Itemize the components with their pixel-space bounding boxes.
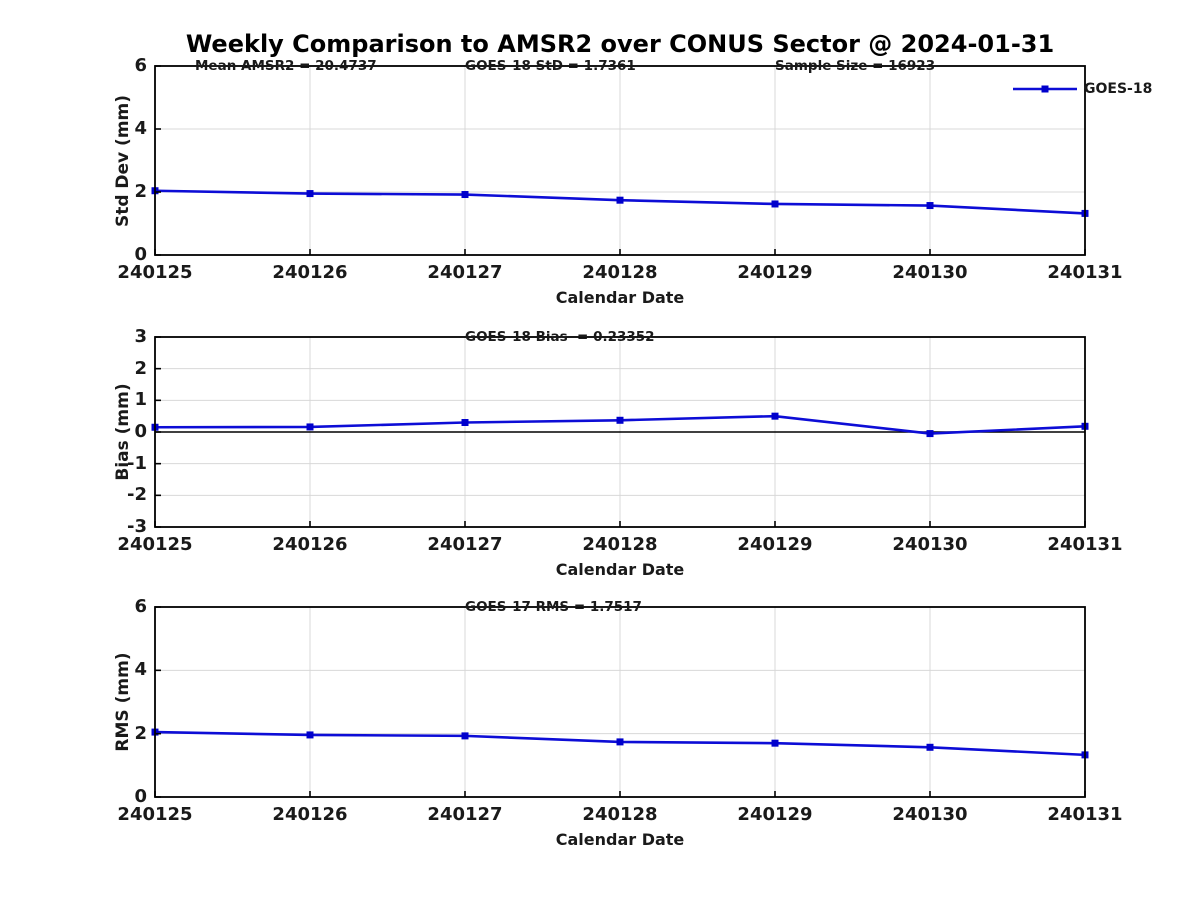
- x-tick-label: 240128: [582, 804, 658, 825]
- data-point-marker: [461, 732, 469, 740]
- subplot-stddev: 0 2 4 6 240125 240126 240127 240128 240129 240130…: [113, 55, 1152, 307]
- y-tick-label: 2: [134, 181, 147, 202]
- data-point-marker: [771, 412, 779, 420]
- data-point-marker: [771, 200, 779, 208]
- legend-label: GOES-18: [1084, 81, 1153, 97]
- x-tick-label: 240131: [1047, 534, 1123, 555]
- y-tick-label: 0: [134, 244, 147, 265]
- y-tick-label: -2: [127, 484, 147, 506]
- y-tick-label: 6: [134, 55, 147, 76]
- y-tick-label: 4: [134, 118, 147, 139]
- x-tick-label: 240127: [427, 262, 503, 283]
- data-point-marker: [926, 743, 934, 751]
- annotation: GOES-17 RMS = 1.7517: [465, 599, 642, 615]
- x-tick-label: 240125: [117, 262, 193, 283]
- y-tick-label: -3: [127, 516, 147, 537]
- y-tick-label: 3: [134, 326, 147, 347]
- legend-marker-icon: [1041, 85, 1049, 93]
- x-tick-label: 240130: [892, 804, 968, 825]
- x-tick-label: 240128: [582, 262, 658, 283]
- y-tick-label: -1: [127, 452, 147, 474]
- y-tick-label: 0: [134, 421, 147, 442]
- x-tick-label: 240126: [272, 262, 348, 283]
- x-tick-label: 240127: [427, 534, 503, 555]
- data-point-marker: [771, 739, 779, 747]
- plot-area: [151, 336, 1089, 528]
- x-axis-title: Calendar Date: [555, 830, 685, 849]
- x-tick-label: 240130: [892, 262, 968, 283]
- y-tick-label: 6: [134, 596, 147, 617]
- data-point-marker: [616, 738, 624, 746]
- annotation: GOES-18 StD = 1.7361: [465, 58, 636, 74]
- plot-area: [151, 606, 1089, 798]
- axis-box: [154, 336, 1086, 528]
- x-axis-title: Calendar Date: [555, 288, 685, 307]
- y-tick-label: 4: [134, 659, 147, 681]
- legend: GOES-18: [1013, 80, 1152, 98]
- axis-box: [154, 65, 1086, 256]
- y-axis-title: Bias (mm): [113, 383, 133, 481]
- subplot-rms: 0 2 4 6 240125 240126 240127 240128 240129 240130…: [113, 596, 1123, 849]
- x-tick-label: 240129: [737, 262, 813, 283]
- plot-area: [151, 65, 1089, 256]
- y-axis-title: Std Dev (mm): [113, 94, 133, 227]
- x-tick-label: 240126: [272, 804, 348, 825]
- data-point-marker: [306, 190, 314, 198]
- x-tick-label: 240126: [272, 534, 348, 555]
- x-tick-label: 240125: [117, 534, 193, 555]
- x-tick-label: 240128: [582, 534, 658, 555]
- y-axis-title: RMS (mm): [113, 652, 133, 752]
- y-tick-label: 0: [134, 786, 147, 807]
- y-tick-label: 1: [134, 389, 147, 411]
- annotation: Mean AMSR2 = 20.4737: [195, 58, 377, 74]
- data-point-marker: [926, 430, 934, 438]
- x-tick-label: 240125: [117, 804, 193, 825]
- data-point-marker: [461, 191, 469, 199]
- data-point-marker: [926, 202, 934, 210]
- data-point-marker: [616, 416, 624, 424]
- annotation: Sample Size = 16923: [775, 58, 936, 74]
- x-tick-label: 240127: [427, 804, 503, 825]
- axis-box: [154, 606, 1086, 798]
- subplot-bias: 3 2 1 0 -1 -2 -3 240125 240126 240127 240128 240129…: [113, 326, 1123, 579]
- x-tick-label: 240131: [1047, 262, 1123, 283]
- data-point-marker: [616, 196, 624, 204]
- figure-title: Weekly Comparison to AMSR2 over CONUS Se…: [185, 30, 1055, 58]
- y-tick-label: 2: [134, 357, 147, 379]
- x-tick-label: 240129: [737, 534, 813, 555]
- data-point-marker: [306, 423, 314, 431]
- y-tick-label: 2: [134, 722, 147, 744]
- data-point-marker: [306, 731, 314, 739]
- x-axis-title: Calendar Date: [555, 560, 685, 579]
- data-point-marker: [461, 419, 469, 426]
- x-tick-label: 240130: [892, 534, 968, 555]
- x-tick-label: 240129: [737, 804, 813, 825]
- annotation: GOES-18 Bias = 0.23352: [465, 329, 655, 345]
- legend-line-icon: [1013, 85, 1077, 93]
- x-tick-label: 240131: [1047, 804, 1123, 825]
